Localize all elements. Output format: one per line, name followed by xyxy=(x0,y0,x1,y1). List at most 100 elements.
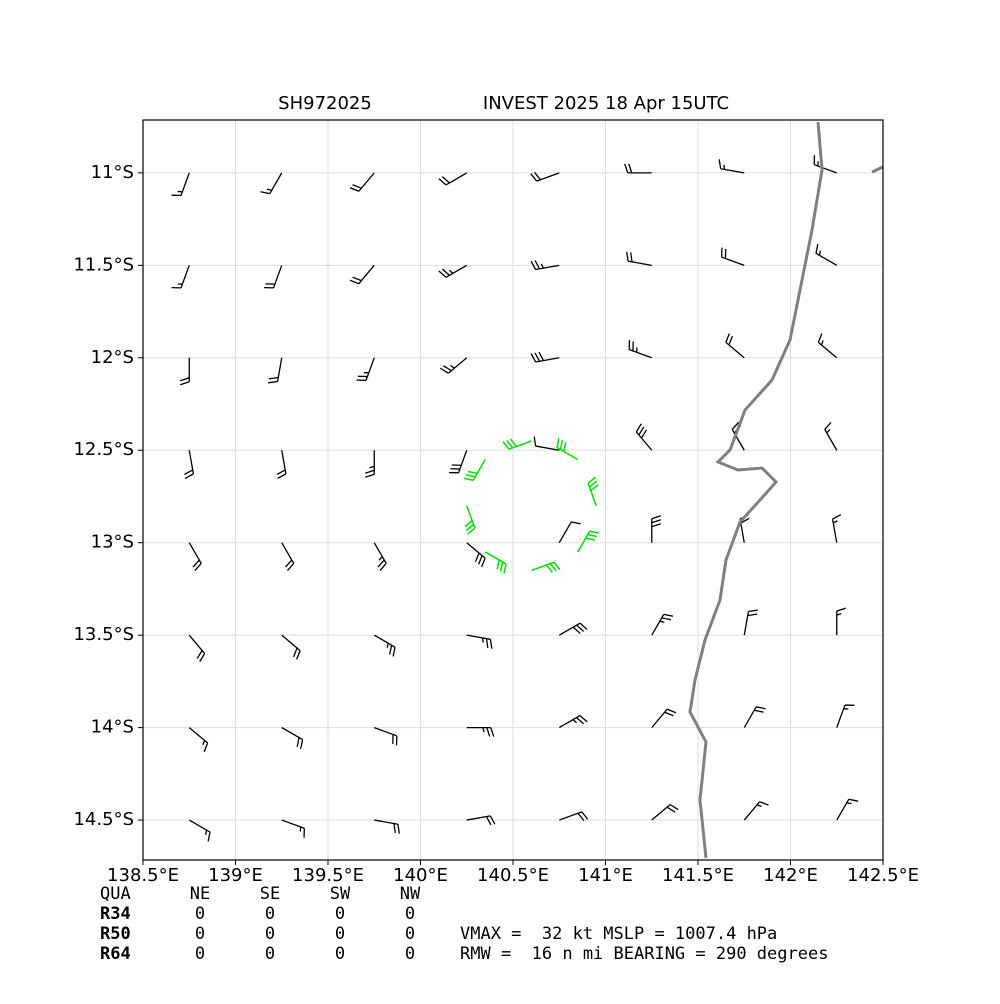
wind-barb xyxy=(635,423,653,451)
wind-barb xyxy=(824,421,838,451)
wind-barb xyxy=(171,172,190,197)
wind-barb-strong xyxy=(531,561,561,573)
table-cell: 0 xyxy=(265,904,275,924)
wind-barb-strong xyxy=(484,551,507,574)
wind-barb xyxy=(721,247,745,266)
wind-barb-strong xyxy=(577,530,600,553)
wind-barb xyxy=(356,357,375,381)
chart-title: SH972025 xyxy=(278,93,372,114)
wind-barb xyxy=(530,171,560,182)
wind-barb xyxy=(651,804,679,821)
wind-barb xyxy=(836,607,846,636)
table-cell: 0 xyxy=(335,924,345,944)
wind-barb xyxy=(349,264,375,285)
wind-barb xyxy=(626,251,652,266)
wind-barb xyxy=(533,436,560,451)
wind-barb xyxy=(373,542,387,572)
x-tick-label: 140°E xyxy=(393,865,448,886)
x-tick-label: 138.5°E xyxy=(107,865,179,886)
y-tick-label: 13°S xyxy=(91,532,134,553)
wind-barb xyxy=(558,622,588,636)
wind-barb xyxy=(281,634,301,660)
wind-barb xyxy=(349,172,375,192)
wind-barb xyxy=(743,706,766,728)
table-cell: 0 xyxy=(195,924,205,944)
wind-barb xyxy=(281,819,305,838)
table-cell: 0 xyxy=(335,904,345,924)
wind-barb xyxy=(813,155,837,174)
coastline xyxy=(871,165,884,174)
x-tick-label: 142°E xyxy=(763,865,818,886)
table-cell: 0 xyxy=(405,904,415,924)
y-tick-label: 12.5°S xyxy=(73,439,134,460)
y-tick-label: 13.5°S xyxy=(73,624,134,645)
table-cell: R64 xyxy=(100,944,131,964)
table-cell: 0 xyxy=(195,944,205,964)
wind-barb xyxy=(559,811,589,822)
x-tick-label: 142.5°E xyxy=(847,865,919,886)
wind-barb xyxy=(180,357,190,386)
wind-barb xyxy=(281,542,295,572)
x-tick-label: 140.5°E xyxy=(477,865,549,886)
wind-barb xyxy=(466,542,486,568)
table-cell: 0 xyxy=(195,904,205,924)
wind-barb-strong xyxy=(556,438,579,461)
wind-barb xyxy=(171,265,190,289)
summary-line: VMAX = 32 kt MSLP = 1007.4 hPa xyxy=(460,924,777,944)
wind-barb xyxy=(466,634,493,649)
wind-barb xyxy=(651,613,674,636)
wind-barb xyxy=(624,163,652,174)
wind-barb xyxy=(530,260,560,271)
wind-barb xyxy=(365,450,375,478)
wind-barb-strong xyxy=(464,505,476,535)
wind-barb xyxy=(188,819,211,842)
wind-barb xyxy=(374,726,398,746)
x-tick-label: 139°E xyxy=(208,865,263,886)
x-tick-label: 139.5°E xyxy=(292,865,364,886)
wind-barb xyxy=(438,172,468,186)
wind-barb xyxy=(836,704,855,728)
wind-barb xyxy=(628,340,652,359)
wind-barb xyxy=(651,708,677,729)
wind-barb xyxy=(184,450,195,479)
wind-barb xyxy=(558,715,588,729)
wind-barb xyxy=(374,819,400,834)
chart-subtitle: INVEST 2025 18 Apr 15UTC xyxy=(483,93,729,114)
y-tick-label: 11.5°S xyxy=(73,254,134,275)
wind-barb-strong xyxy=(502,438,532,450)
wind-barb xyxy=(831,513,842,543)
table-cell: 0 xyxy=(265,924,275,944)
table-cell: 0 xyxy=(335,944,345,964)
wind-barb xyxy=(718,159,745,174)
wind-barb xyxy=(373,634,396,657)
summary-line: RMW = 16 n mi BEARING = 290 degrees xyxy=(460,944,828,964)
coastline xyxy=(688,121,824,859)
wind-barb xyxy=(651,515,661,543)
wind-barb xyxy=(188,727,209,753)
table-header: SE xyxy=(260,884,280,904)
wind-barb xyxy=(558,521,581,544)
table-cell: 0 xyxy=(405,944,415,964)
x-tick-label: 141°E xyxy=(578,865,633,886)
wind-barb xyxy=(439,357,468,374)
wind-barb xyxy=(725,333,745,359)
wind-barb xyxy=(260,172,283,195)
wind-barb xyxy=(188,542,202,572)
table-cell: R34 xyxy=(100,904,131,924)
wind-barb xyxy=(743,801,769,821)
wind-barb xyxy=(466,815,496,826)
y-tick-label: 11°S xyxy=(91,162,134,183)
wind-barb xyxy=(743,609,758,636)
wind-barb-strong xyxy=(587,476,599,506)
table-header: QUA xyxy=(100,884,131,904)
table-cell: 0 xyxy=(405,924,415,944)
wind-barb xyxy=(281,727,304,750)
table-header: SW xyxy=(330,884,351,904)
table-cell: 0 xyxy=(265,944,275,964)
wind-barb xyxy=(264,265,283,289)
wind-barb xyxy=(530,351,560,363)
wind-barb xyxy=(815,243,838,266)
wind-barb xyxy=(438,264,468,278)
wind-barb xyxy=(817,333,838,359)
